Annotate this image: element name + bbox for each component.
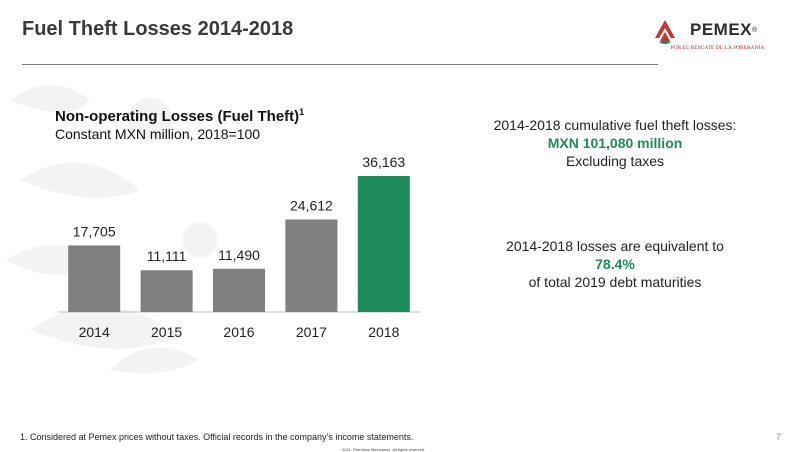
bar-2015 [140, 270, 193, 312]
footnote-marker: 1 [299, 107, 305, 117]
equivalent-callout: 2014-2018 losses are equivalent to 78.4%… [480, 237, 750, 291]
cumulative-callout-value: MXN 101,080 million [547, 135, 683, 151]
data-label-2017: 24,612 [290, 197, 333, 213]
chart-subtitle: Constant MXN million, 2018=100 [55, 126, 261, 142]
bar-2016 [213, 268, 265, 312]
x-tick-2015: 2015 [151, 324, 182, 340]
data-label-2015: 11,111 [147, 248, 187, 264]
cumulative-callout-line3: Excluding taxes [565, 153, 665, 169]
logo-tagline: POR EL RESCATE DE LA SOBERANÍA [670, 45, 765, 51]
slide-title: Fuel Theft Losses 2014-2018 [22, 18, 294, 40]
background-pattern [5, 85, 218, 374]
bar-2018 [357, 176, 410, 312]
pemex-logo [655, 20, 675, 44]
x-tick-2016: 2016 [223, 324, 254, 340]
x-tick-2014: 2014 [79, 324, 110, 340]
cumulative-callout-line1: 2014-2018 cumulative fuel theft losses: [493, 117, 737, 133]
bar-2014 [68, 245, 121, 312]
x-tick-2018: 2018 [368, 324, 399, 340]
logo-wordmark: PEMEX® [690, 20, 758, 39]
equivalent-callout-value: 78.4% [595, 256, 635, 272]
bar-2017 [285, 219, 338, 312]
x-tick-2017: 2017 [296, 324, 327, 340]
data-label-2018: 36,163 [362, 154, 405, 170]
data-label-2014: 17,705 [73, 223, 116, 239]
equivalent-callout-line3: of total 2019 debt maturities [528, 274, 702, 290]
title-divider [22, 64, 658, 65]
equivalent-callout-line1: 2014-2018 losses are equivalent to [506, 238, 724, 254]
footnote: 1. Considered at Pemex prices without ta… [20, 432, 414, 442]
cumulative-callout: 2014-2018 cumulative fuel theft losses: … [480, 116, 750, 170]
chart-title: Non-operating Losses (Fuel Theft)1 [55, 107, 305, 125]
data-label-2016: 11,490 [218, 247, 260, 263]
page-number: 7 [776, 432, 782, 442]
